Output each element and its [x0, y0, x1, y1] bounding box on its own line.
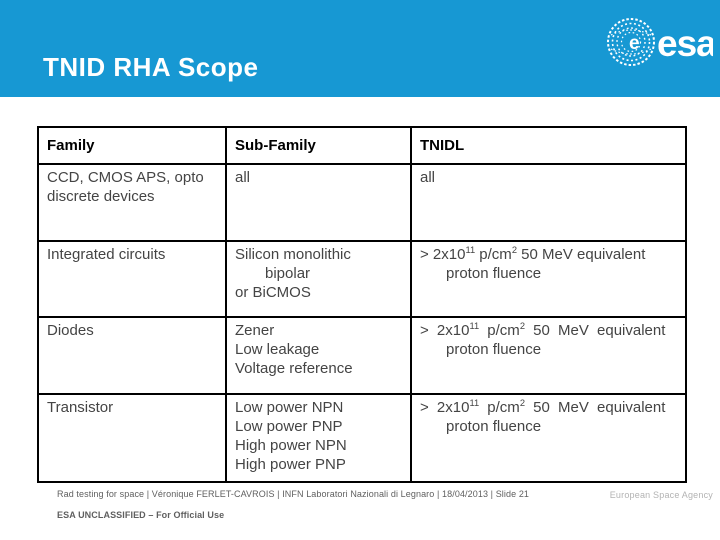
table-row: Integrated circuits Silicon monolithic b… [37, 240, 687, 318]
table-row: Transistor Low power NPN Low power PNP H… [37, 393, 687, 483]
tnidl-fluence-line2: proton fluence [446, 340, 542, 358]
sub-family-line: High power PNP [235, 455, 346, 473]
header-family: Family [37, 126, 227, 165]
title-band: TNID RHA Scope e esa [0, 0, 720, 97]
footer-credit: Rad testing for space | Véronique FERLET… [57, 489, 530, 499]
family-cell: Diodes [37, 316, 227, 395]
footer-agency-label: European Space Agency [609, 490, 713, 500]
page-title: TNID RHA Scope [43, 52, 259, 82]
esa-logo-text: esa [657, 23, 713, 64]
sub-family-line: or BiCMOS [235, 283, 311, 301]
header-tnidl: TNIDL [410, 126, 687, 165]
table-header-row: Family Sub-Family TNIDL [37, 126, 687, 165]
sub-family-line: all [235, 169, 251, 186]
tnidl-text: p/cm [475, 246, 512, 263]
family-cell: CCD, CMOS APS, opto discrete devices [37, 163, 227, 242]
esa-logo-icon: e esa [607, 18, 713, 66]
scope-table: Family Sub-Family TNIDL CCD, CMOS APS, o… [37, 126, 687, 483]
footer-classification: ESA UNCLASSIFIED – For Official Use [57, 510, 225, 520]
family-cell: Transistor [37, 393, 227, 483]
tnidl-exponent: 2 [519, 398, 525, 408]
table-row: Diodes Zener Low leakage Voltage referen… [37, 316, 687, 395]
esa-globe-e-glyph: e [629, 33, 640, 54]
sub-family-line: High power NPN [235, 436, 347, 454]
tnidl-text: 50 MeV equivalent [524, 399, 666, 416]
sub-family-line: bipolar [265, 264, 311, 282]
tnidl-text: > 2x10 [420, 399, 470, 416]
esa-globe-icon [607, 18, 655, 66]
table-row: CCD, CMOS APS, opto discrete devices all… [37, 163, 687, 242]
sub-family-line: Low leakage [235, 340, 320, 358]
tnidl-fluence-line: > 2x1011 p/cm2 50 MeV equivalent [420, 398, 677, 418]
sub-family-line: Silicon monolithic [235, 246, 351, 263]
tnidl-fluence-line2: proton fluence [446, 264, 542, 282]
sub-family-line: Low power PNP [235, 417, 343, 435]
tnidl-text: > 2x10 [420, 322, 470, 339]
sub-family-cell: Zener Low leakage Voltage reference [225, 316, 412, 395]
tnidl-text: 50 MeV equivalent [524, 322, 666, 339]
tnidl-fluence-line: > 2x1011 p/cm2 50 MeV equivalent [420, 321, 677, 341]
tnidl-cell: > 2x1011 p/cm2 50 MeV equivalent proton … [410, 316, 687, 395]
tnidl-exponent: 2 [519, 321, 525, 331]
sub-family-line: Voltage reference [235, 359, 353, 377]
sub-family-cell: Low power NPN Low power PNP High power N… [225, 393, 412, 483]
tnidl-text: p/cm [479, 399, 520, 416]
tnidl-exponent: 11 [469, 321, 480, 331]
tnidl-cell: > 2x1011 p/cm2 50 MeV equivalent proton … [410, 240, 687, 318]
tnidl-cell: > 2x1011 p/cm2 50 MeV equivalent proton … [410, 393, 687, 483]
tnidl-text: p/cm [479, 322, 520, 339]
header-sub-family: Sub-Family [225, 126, 412, 165]
tnidl-text: 50 MeV equivalent [516, 246, 646, 263]
sub-family-line: Zener [235, 322, 275, 339]
sub-family-cell: all [225, 163, 412, 242]
family-cell: Integrated circuits [37, 240, 227, 318]
tnidl-fluence-line: > 2x1011 p/cm2 50 MeV equivalent [420, 245, 677, 265]
tnidl-fluence-line2: proton fluence [446, 417, 542, 435]
tnidl-cell: all [410, 163, 687, 242]
tnidl-exponent: 11 [465, 245, 476, 255]
tnidl-text: > 2x10 [420, 246, 466, 263]
tnidl-exponent: 2 [511, 245, 517, 255]
sub-family-cell: Silicon monolithic bipolar or BiCMOS [225, 240, 412, 318]
sub-family-line: Low power NPN [235, 399, 344, 416]
tnidl-exponent: 11 [469, 398, 480, 408]
